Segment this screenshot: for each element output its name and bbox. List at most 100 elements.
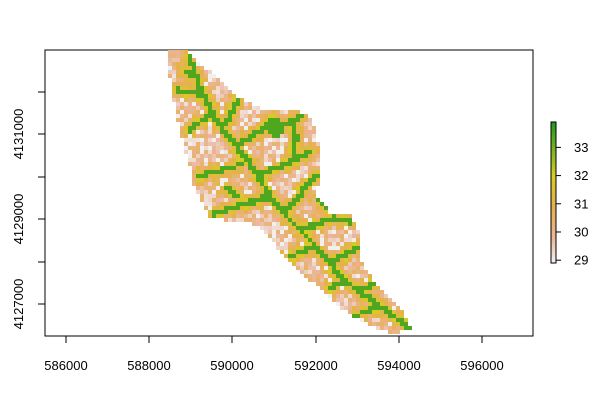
raster-cell — [200, 190, 204, 194]
raster-cell — [252, 138, 256, 142]
raster-cell — [288, 166, 292, 170]
raster-cell — [172, 94, 176, 98]
raster-cell — [312, 210, 316, 214]
raster-cell — [316, 174, 320, 178]
legend-color-segment — [551, 255, 556, 259]
raster-cell — [376, 290, 380, 294]
raster-cell — [180, 98, 184, 102]
raster-cell — [204, 194, 208, 198]
raster-cell — [200, 114, 204, 118]
raster-cell — [228, 190, 232, 194]
raster-cell — [336, 226, 340, 230]
raster-cell — [348, 262, 352, 266]
raster-cell — [328, 274, 332, 278]
raster-cell — [200, 130, 204, 134]
raster-cell — [360, 278, 364, 282]
raster-cell — [328, 226, 332, 230]
raster-cell — [232, 98, 236, 102]
raster-cell — [272, 238, 276, 242]
raster-cell — [312, 162, 316, 166]
raster-cell — [348, 214, 352, 218]
raster-cell — [300, 254, 304, 258]
raster-cell — [296, 214, 300, 218]
raster-cell — [188, 146, 192, 150]
raster-cell — [244, 186, 248, 190]
x-tick-label: 588000 — [127, 358, 170, 373]
raster-cell — [236, 166, 240, 170]
legend-tick-label: 30 — [574, 224, 588, 239]
raster-cell — [288, 130, 292, 134]
raster-cell — [308, 162, 312, 166]
raster-cell — [320, 254, 324, 258]
raster-cell — [380, 306, 384, 310]
legend-color-segment — [551, 241, 556, 245]
raster-cell — [176, 78, 180, 82]
raster-cell — [220, 90, 224, 94]
raster-cell — [348, 234, 352, 238]
raster-cell — [192, 86, 196, 90]
raster-cell — [224, 146, 228, 150]
raster-cell — [244, 174, 248, 178]
raster-cell — [280, 198, 284, 202]
raster-cell — [236, 146, 240, 150]
raster-cell — [280, 218, 284, 222]
raster-cell — [280, 234, 284, 238]
legend-color-segment — [551, 208, 556, 212]
raster-cell — [384, 314, 388, 318]
raster-cell — [264, 150, 268, 154]
raster-cell — [272, 130, 276, 134]
raster-cell — [216, 82, 220, 86]
raster-cell — [328, 270, 332, 274]
raster-cell — [224, 178, 228, 182]
raster-cell — [256, 110, 260, 114]
raster-cell — [340, 246, 344, 250]
raster-cell — [396, 318, 400, 322]
raster-cell — [296, 238, 300, 242]
raster-cell — [232, 118, 236, 122]
raster-cell — [300, 130, 304, 134]
raster-cell — [236, 186, 240, 190]
raster-cell — [216, 202, 220, 206]
raster-cell — [236, 178, 240, 182]
raster-cell — [228, 158, 232, 162]
raster-cell — [352, 290, 356, 294]
raster-cell — [288, 250, 292, 254]
raster-cell — [224, 158, 228, 162]
raster-cell — [204, 102, 208, 106]
raster-cell — [280, 194, 284, 198]
raster-cell — [288, 122, 292, 126]
raster-cell — [320, 262, 324, 266]
raster-cell — [264, 126, 268, 130]
raster-cell — [212, 106, 216, 110]
raster-cell — [272, 222, 276, 226]
raster-cell — [184, 58, 188, 62]
raster-cell — [208, 82, 212, 86]
raster-cell — [276, 114, 280, 118]
legend-color-segment — [551, 258, 556, 262]
raster-cell — [332, 278, 336, 282]
raster-cell — [284, 246, 288, 250]
raster-cell — [256, 182, 260, 186]
raster-cell — [216, 206, 220, 210]
raster-cell — [288, 206, 292, 210]
raster-cell — [204, 138, 208, 142]
raster-cell — [284, 110, 288, 114]
raster-cell — [212, 178, 216, 182]
raster-cell — [172, 86, 176, 90]
raster-cell — [216, 134, 220, 138]
raster-cell — [264, 162, 268, 166]
raster-cell — [192, 78, 196, 82]
raster-cell — [276, 158, 280, 162]
raster-cell — [360, 294, 364, 298]
raster-cell — [240, 158, 244, 162]
raster-cell — [196, 126, 200, 130]
raster-cell — [276, 154, 280, 158]
raster-cell — [188, 82, 192, 86]
raster-cell — [280, 126, 284, 130]
raster-cell — [356, 230, 360, 234]
raster-cell — [300, 266, 304, 270]
raster-cell — [240, 130, 244, 134]
raster-cell — [220, 154, 224, 158]
